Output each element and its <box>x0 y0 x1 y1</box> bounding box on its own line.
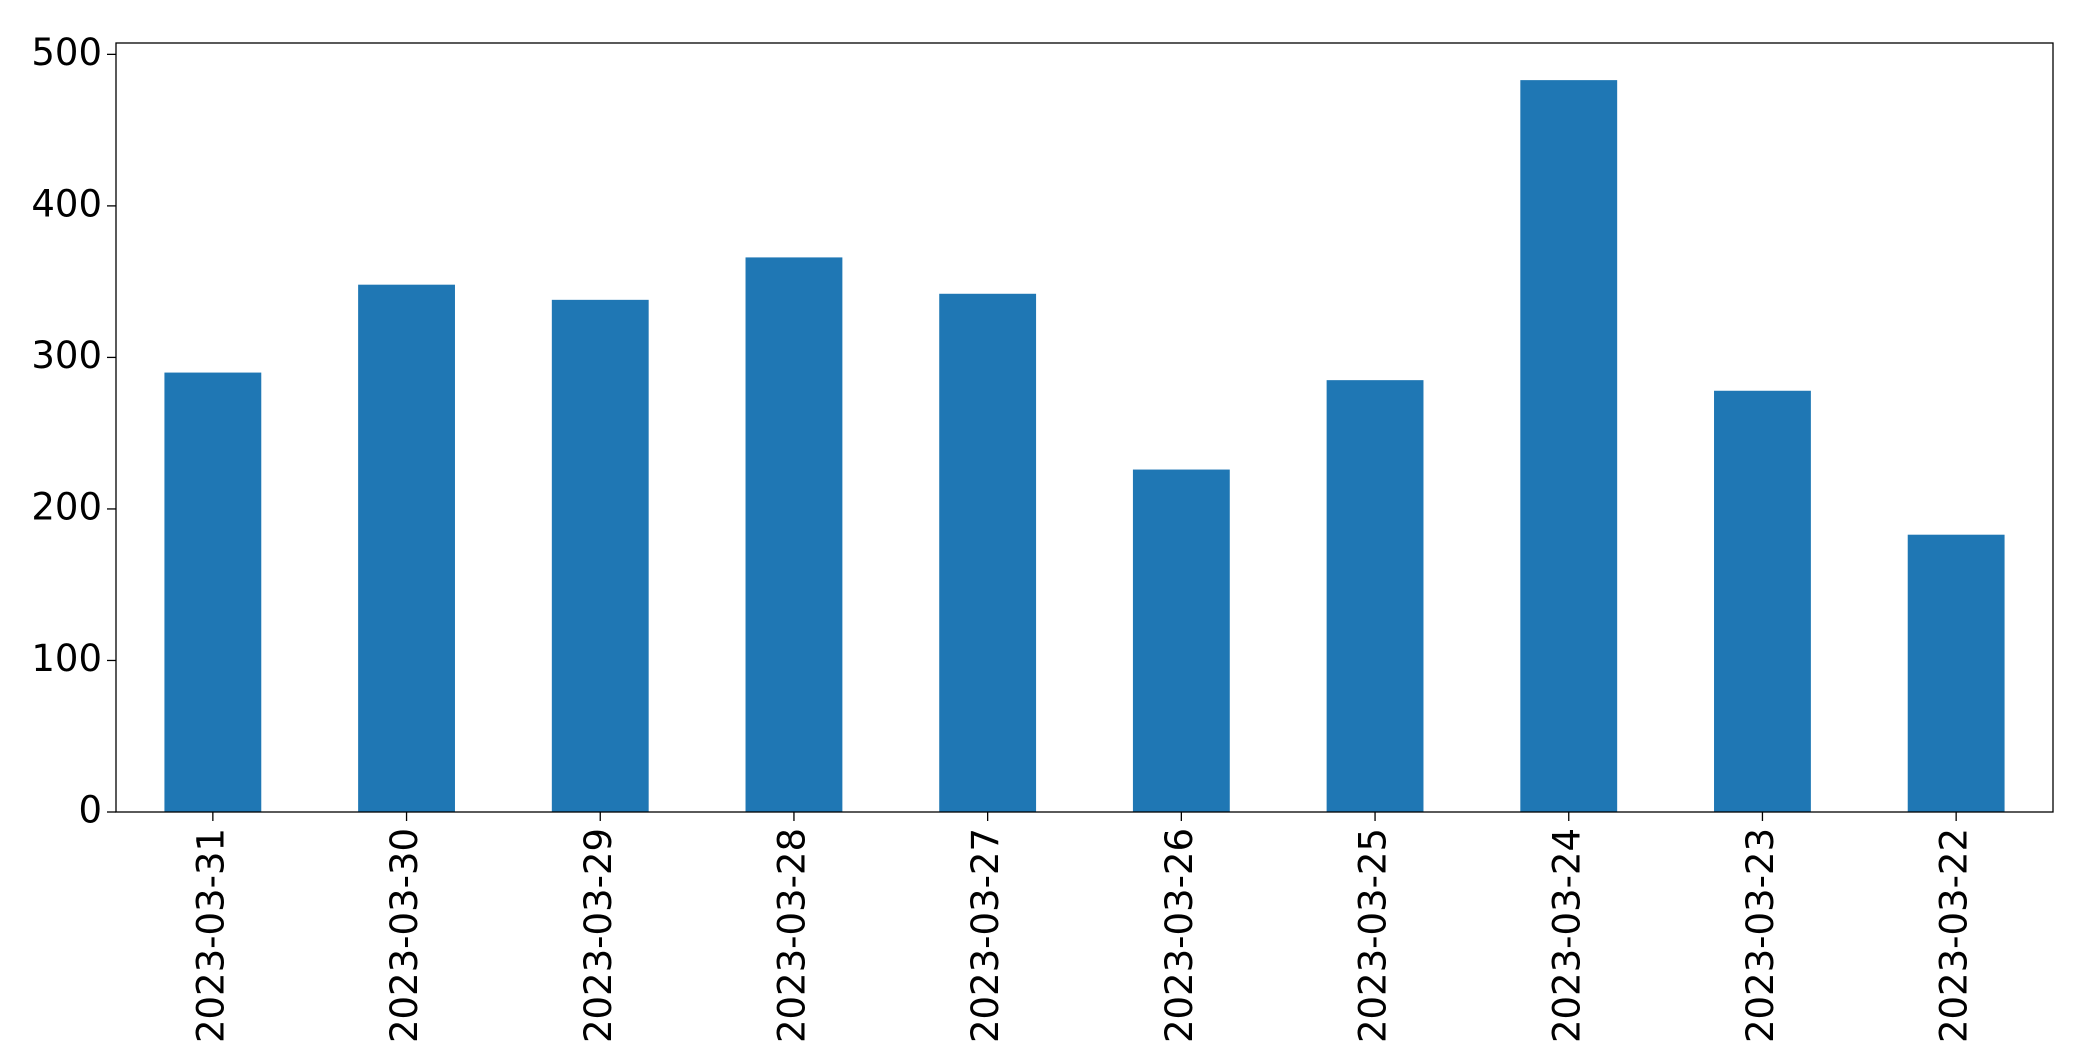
bar <box>551 299 649 813</box>
axes-frame <box>115 42 2054 813</box>
x-tick-label: 2023-03-30 <box>383 828 426 1043</box>
bar <box>1714 390 1811 812</box>
bar <box>164 372 262 812</box>
x-tick-label: 2023-03-25 <box>1352 828 1395 1043</box>
bar <box>745 257 843 812</box>
y-tick-label: 200 <box>31 485 102 528</box>
x-tick-label: 2023-03-26 <box>1158 828 1201 1043</box>
bar <box>1520 80 1618 812</box>
x-tick-label: 2023-03-24 <box>1545 828 1588 1043</box>
y-tick-label: 400 <box>31 182 102 225</box>
bar <box>358 284 455 813</box>
bar <box>1326 380 1424 812</box>
x-tick-label: 2023-03-31 <box>189 828 232 1043</box>
x-tick-label: 2023-03-29 <box>577 828 620 1043</box>
y-tick-label: 300 <box>31 334 102 377</box>
bar <box>1132 469 1230 812</box>
x-tick-label: 2023-03-23 <box>1739 828 1782 1043</box>
x-tick-label: 2023-03-27 <box>964 828 1007 1043</box>
y-tick-label: 100 <box>31 637 102 680</box>
bar <box>939 293 1037 812</box>
x-tick-label: 2023-03-22 <box>1933 828 1976 1043</box>
x-tick-label: 2023-03-28 <box>770 828 813 1043</box>
bar <box>1907 534 2005 812</box>
y-tick-label: 500 <box>31 31 102 74</box>
y-tick-label: 0 <box>78 789 102 832</box>
